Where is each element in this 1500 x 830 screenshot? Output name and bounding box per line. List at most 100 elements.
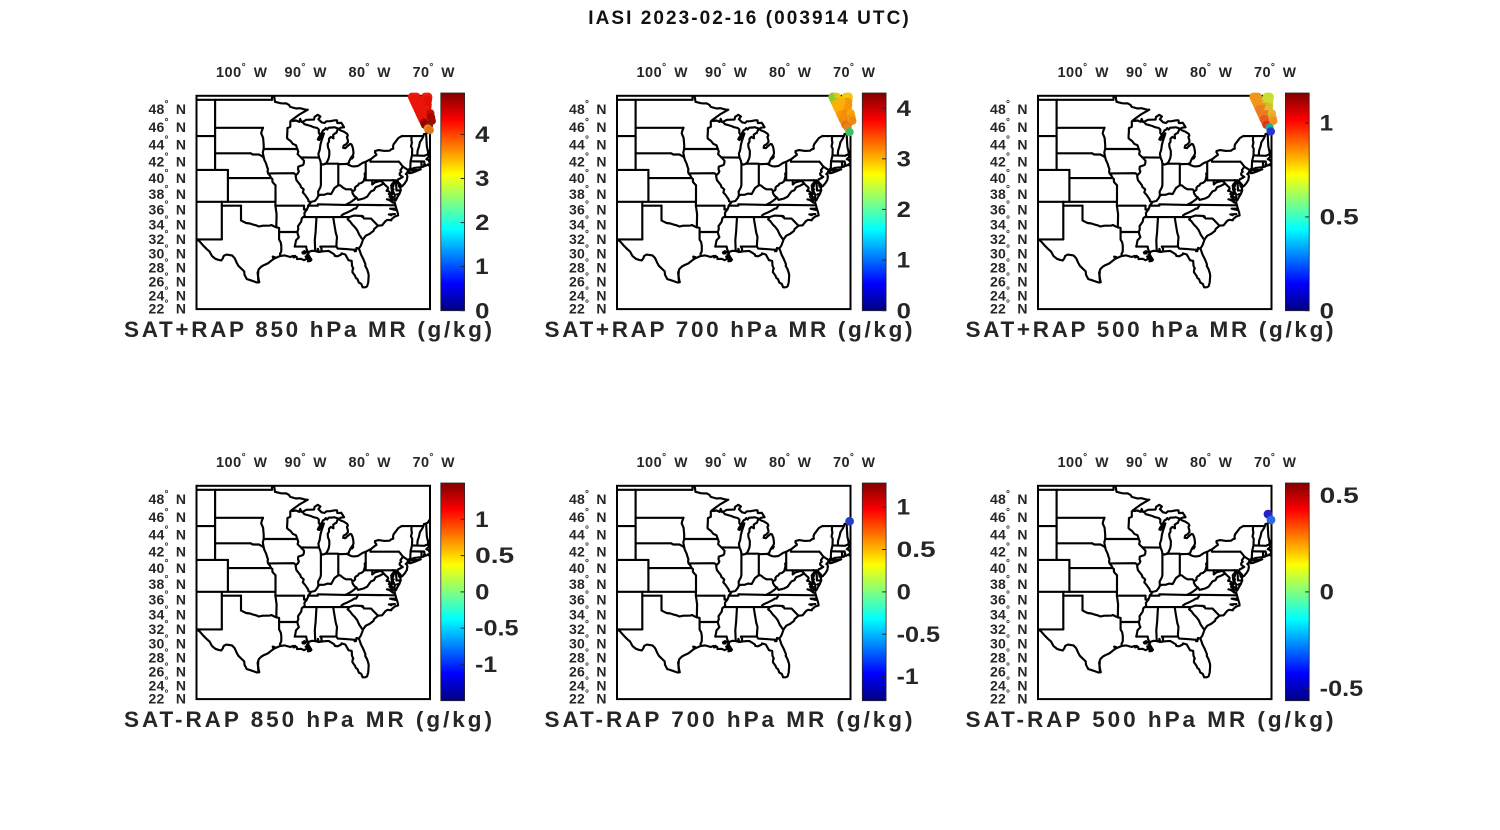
- svg-text:36° N: 36° N: [990, 589, 1028, 607]
- svg-text:32° N: 32° N: [990, 619, 1028, 637]
- svg-text:44° N: 44° N: [569, 135, 607, 153]
- svg-text:IASI 2023-02-16 (003914 UTC): IASI 2023-02-16 (003914 UTC): [588, 8, 910, 29]
- svg-text:38° N: 38° N: [990, 184, 1028, 202]
- svg-text:24° N: 24° N: [990, 675, 1028, 693]
- svg-text:36° N: 36° N: [569, 589, 607, 607]
- svg-text:46° N: 46° N: [569, 117, 607, 135]
- svg-text:90° W: 90° W: [1126, 62, 1169, 81]
- svg-text:26° N: 26° N: [569, 662, 607, 680]
- svg-text:30° N: 30° N: [569, 244, 607, 262]
- svg-text:40° N: 40° N: [149, 558, 187, 576]
- svg-text:SAT-RAP 850 hPa MR (g/kg): SAT-RAP 850 hPa MR (g/kg): [124, 707, 492, 732]
- svg-text:40° N: 40° N: [569, 558, 607, 576]
- svg-text:44° N: 44° N: [569, 525, 607, 543]
- svg-text:80° W: 80° W: [349, 62, 392, 81]
- svg-text:26° N: 26° N: [149, 662, 187, 680]
- svg-text:0: 0: [897, 580, 911, 605]
- svg-text:100° W: 100° W: [637, 62, 689, 81]
- svg-text:34° N: 34° N: [569, 604, 607, 622]
- svg-text:0: 0: [475, 298, 489, 323]
- svg-text:48° N: 48° N: [990, 489, 1028, 507]
- svg-text:46° N: 46° N: [569, 507, 607, 525]
- svg-text:32° N: 32° N: [149, 619, 187, 637]
- svg-text:100° W: 100° W: [216, 62, 268, 81]
- svg-text:38° N: 38° N: [149, 184, 187, 202]
- svg-text:1: 1: [1320, 111, 1334, 136]
- svg-text:0.5: 0.5: [1320, 483, 1359, 508]
- svg-text:40° N: 40° N: [149, 168, 187, 186]
- svg-text:90° W: 90° W: [285, 452, 328, 471]
- svg-text:90° W: 90° W: [285, 62, 328, 81]
- svg-text:34° N: 34° N: [990, 214, 1028, 232]
- svg-text:38° N: 38° N: [569, 184, 607, 202]
- svg-text:70° W: 70° W: [1254, 452, 1297, 471]
- svg-text:70° W: 70° W: [833, 62, 876, 81]
- svg-text:26° N: 26° N: [990, 272, 1028, 290]
- svg-text:80° W: 80° W: [769, 62, 812, 81]
- svg-text:70° W: 70° W: [413, 452, 456, 471]
- svg-text:SAT-RAP 700 hPa MR (g/kg): SAT-RAP 700 hPa MR (g/kg): [545, 707, 913, 732]
- svg-text:0: 0: [1320, 298, 1334, 323]
- svg-text:42° N: 42° N: [149, 152, 187, 170]
- svg-text:100° W: 100° W: [637, 452, 689, 471]
- svg-text:48° N: 48° N: [569, 489, 607, 507]
- svg-text:32° N: 32° N: [149, 229, 187, 247]
- svg-text:30° N: 30° N: [149, 244, 187, 262]
- svg-text:48° N: 48° N: [149, 489, 187, 507]
- svg-text:36° N: 36° N: [990, 199, 1028, 217]
- svg-text:46° N: 46° N: [990, 117, 1028, 135]
- svg-text:0: 0: [1320, 580, 1334, 605]
- svg-text:36° N: 36° N: [569, 199, 607, 217]
- svg-text:22° N: 22° N: [149, 299, 187, 317]
- svg-text:0.5: 0.5: [475, 543, 514, 568]
- svg-text:-0.5: -0.5: [475, 616, 518, 641]
- svg-text:-0.5: -0.5: [1320, 676, 1364, 701]
- svg-text:34° N: 34° N: [149, 604, 187, 622]
- svg-text:28° N: 28° N: [569, 648, 607, 666]
- svg-text:42° N: 42° N: [569, 542, 607, 560]
- svg-text:24° N: 24° N: [569, 285, 607, 303]
- svg-text:22° N: 22° N: [569, 299, 607, 317]
- svg-text:38° N: 38° N: [569, 574, 607, 592]
- svg-text:0.5: 0.5: [897, 537, 936, 562]
- svg-text:1: 1: [475, 507, 489, 532]
- svg-text:42° N: 42° N: [990, 152, 1028, 170]
- svg-text:42° N: 42° N: [990, 542, 1028, 560]
- svg-text:26° N: 26° N: [990, 662, 1028, 680]
- svg-text:100° W: 100° W: [216, 452, 268, 471]
- svg-text:32° N: 32° N: [569, 619, 607, 637]
- svg-text:100° W: 100° W: [1058, 62, 1110, 81]
- svg-text:38° N: 38° N: [990, 574, 1028, 592]
- svg-text:28° N: 28° N: [990, 648, 1028, 666]
- svg-text:26° N: 26° N: [149, 272, 187, 290]
- svg-text:38° N: 38° N: [149, 574, 187, 592]
- svg-text:1: 1: [475, 254, 489, 279]
- svg-text:36° N: 36° N: [149, 589, 187, 607]
- svg-text:3: 3: [897, 146, 911, 171]
- svg-text:24° N: 24° N: [569, 675, 607, 693]
- svg-text:70° W: 70° W: [413, 62, 456, 81]
- svg-text:22° N: 22° N: [990, 689, 1028, 707]
- svg-text:30° N: 30° N: [990, 634, 1028, 652]
- svg-text:44° N: 44° N: [990, 135, 1028, 153]
- svg-text:70° W: 70° W: [1254, 62, 1297, 81]
- svg-text:24° N: 24° N: [149, 285, 187, 303]
- svg-text:2: 2: [897, 197, 911, 222]
- svg-text:28° N: 28° N: [149, 648, 187, 666]
- svg-text:1: 1: [897, 248, 911, 273]
- svg-text:22° N: 22° N: [149, 689, 187, 707]
- svg-text:44° N: 44° N: [990, 525, 1028, 543]
- svg-text:34° N: 34° N: [149, 214, 187, 232]
- svg-text:32° N: 32° N: [569, 229, 607, 247]
- svg-text:4: 4: [897, 96, 912, 121]
- svg-text:34° N: 34° N: [569, 214, 607, 232]
- svg-text:28° N: 28° N: [149, 258, 187, 276]
- svg-text:32° N: 32° N: [990, 229, 1028, 247]
- svg-text:44° N: 44° N: [149, 525, 187, 543]
- svg-text:100° W: 100° W: [1058, 452, 1110, 471]
- svg-text:28° N: 28° N: [990, 258, 1028, 276]
- svg-text:2: 2: [475, 210, 489, 235]
- svg-text:46° N: 46° N: [149, 117, 187, 135]
- svg-text:48° N: 48° N: [990, 99, 1028, 117]
- svg-text:30° N: 30° N: [569, 634, 607, 652]
